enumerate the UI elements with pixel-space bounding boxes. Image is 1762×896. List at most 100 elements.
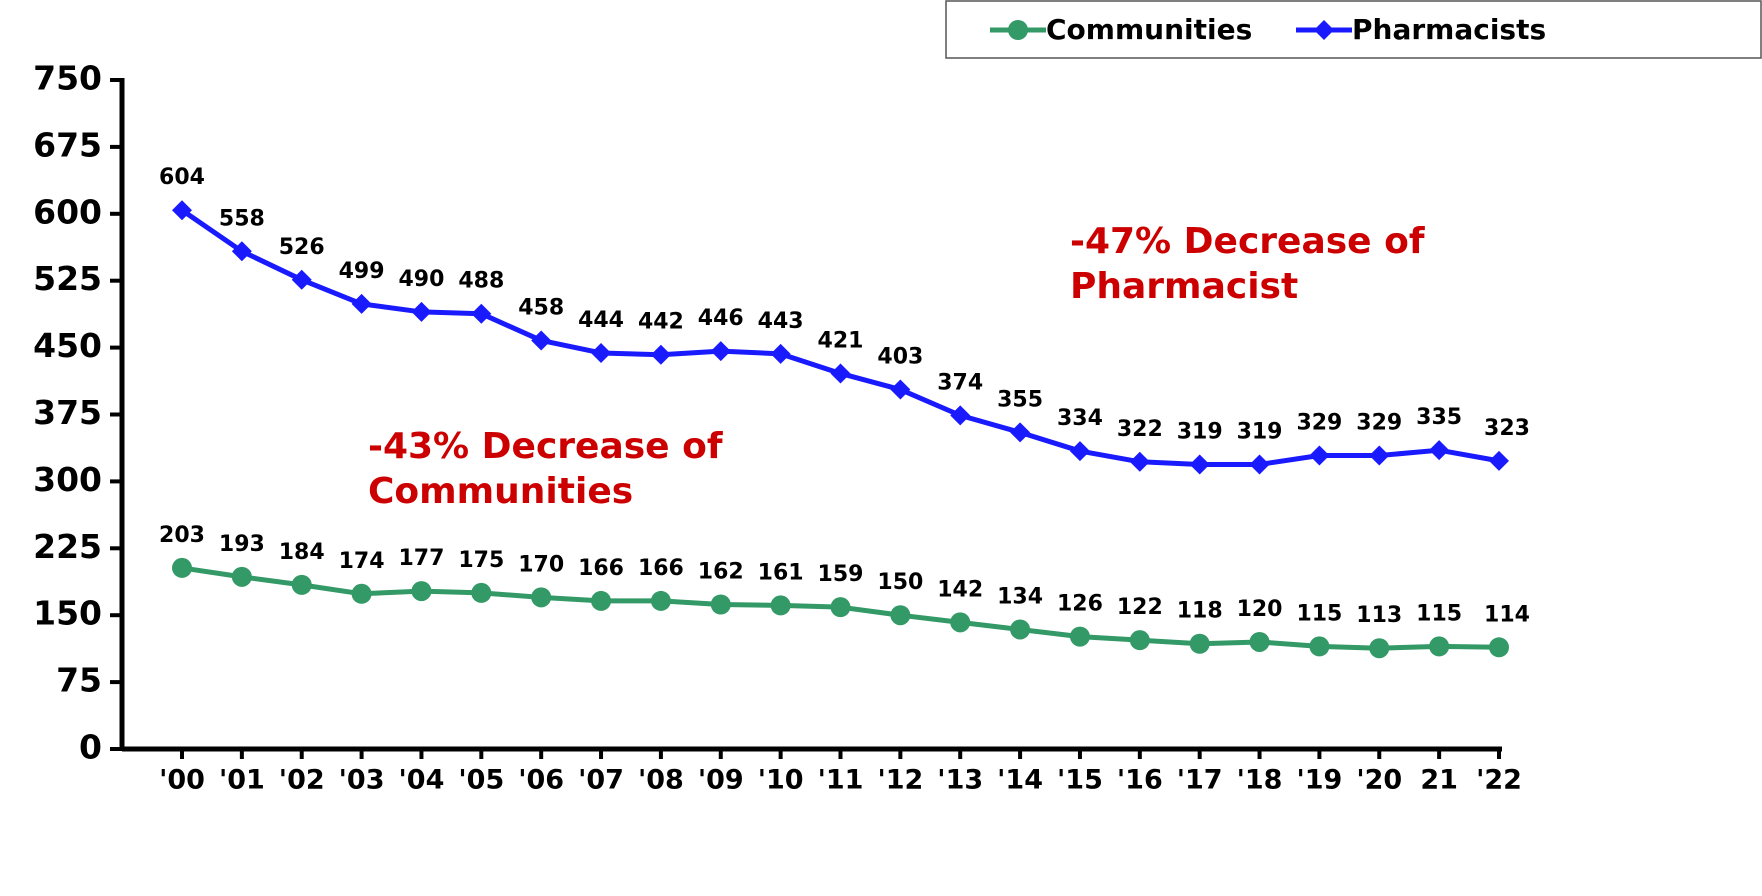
data-point (291, 574, 312, 595)
x-tick-label: '15 (1057, 765, 1103, 796)
data-point (1429, 636, 1450, 657)
x-tick-label: '04 (399, 765, 445, 796)
y-tick-label: 225 (33, 527, 102, 566)
x-tick-label: '05 (458, 765, 504, 796)
y-tick-label: 450 (33, 326, 102, 365)
data-point (1249, 631, 1270, 652)
data-point (1429, 440, 1450, 461)
data-point (1489, 637, 1509, 658)
x-tick-label: '16 (1117, 765, 1163, 796)
data-label: 458 (518, 295, 564, 320)
data-label: 444 (578, 308, 624, 333)
x-tick-label: '13 (937, 765, 983, 796)
data-label: 161 (758, 560, 804, 585)
data-point (1369, 445, 1390, 466)
data-label: 118 (1177, 599, 1223, 624)
data-point (830, 597, 851, 618)
data-label: 159 (818, 562, 864, 587)
data-label: 355 (997, 387, 1043, 412)
data-point (650, 344, 671, 365)
data-label: 166 (638, 556, 684, 581)
data-label: 134 (997, 584, 1043, 609)
data-label: 374 (937, 370, 983, 395)
data-point (650, 590, 671, 611)
data-point (770, 595, 791, 616)
y-tick-label: 375 (33, 393, 102, 432)
data-label: 162 (698, 559, 744, 584)
data-point (1309, 636, 1330, 657)
data-label: 174 (339, 549, 385, 574)
data-point (830, 363, 851, 384)
data-label: 323 (1484, 416, 1530, 441)
data-label: 526 (279, 235, 325, 260)
data-label: 421 (818, 328, 864, 353)
y-tick-label: 0 (79, 728, 102, 767)
data-point (890, 605, 911, 626)
data-point (1069, 441, 1090, 462)
annotation: Pharmacist (1070, 266, 1298, 307)
data-label: 403 (877, 345, 923, 370)
legend-box (945, 0, 1762, 59)
data-point (1129, 630, 1150, 651)
data-point (531, 587, 552, 608)
x-tick-label: '10 (758, 765, 804, 796)
data-label: 446 (698, 306, 744, 331)
data-label: 490 (398, 267, 444, 292)
data-point (1249, 454, 1270, 475)
data-point (291, 269, 312, 290)
y-tick-label: 75 (56, 661, 102, 700)
data-point (1010, 422, 1031, 443)
data-point (231, 241, 252, 262)
legend-label: Communities (1046, 13, 1252, 46)
data-point (1309, 445, 1330, 466)
x-tick-label: '03 (339, 765, 385, 796)
x-tick-label: '22 (1476, 765, 1522, 796)
data-label: 170 (518, 552, 564, 577)
x-tick-label: '20 (1356, 765, 1402, 796)
data-point (710, 341, 731, 362)
data-label: 499 (339, 259, 385, 284)
x-tick-label: '18 (1237, 765, 1283, 796)
data-point (172, 557, 192, 578)
data-point (1189, 633, 1210, 654)
data-label: 150 (877, 570, 923, 595)
data-label: 335 (1416, 405, 1462, 430)
data-point (591, 342, 612, 363)
data-point (471, 303, 492, 324)
data-point (1369, 638, 1390, 659)
data-point (591, 590, 612, 611)
data-point (1069, 626, 1090, 647)
x-tick-label: '11 (818, 765, 864, 796)
y-tick-label: 750 (33, 59, 102, 98)
data-label: 122 (1117, 595, 1163, 620)
data-label: 193 (219, 532, 265, 557)
y-tick-label: 150 (33, 594, 102, 633)
data-label: 175 (458, 548, 504, 573)
data-point (1489, 450, 1509, 471)
x-tick-label: '09 (698, 765, 744, 796)
legend-marker (1008, 20, 1028, 40)
y-tick-label: 675 (33, 125, 102, 164)
data-label: 319 (1177, 419, 1223, 444)
data-point (710, 594, 731, 615)
data-label: 329 (1296, 411, 1342, 436)
x-tick-label: '08 (638, 765, 684, 796)
annotation: Communities (368, 471, 633, 512)
x-tick-label: '12 (877, 765, 923, 796)
x-tick-label: '06 (518, 765, 564, 796)
data-label: 142 (937, 577, 983, 602)
data-label: 126 (1057, 592, 1103, 617)
data-point (1189, 454, 1210, 475)
x-tick-label: '17 (1177, 765, 1223, 796)
data-point (411, 581, 432, 602)
data-point (471, 582, 492, 603)
data-label: 114 (1484, 602, 1530, 627)
data-label: 319 (1237, 419, 1283, 444)
data-point (770, 343, 791, 364)
data-point (351, 293, 372, 314)
data-label: 322 (1117, 417, 1163, 442)
x-tick-label: '19 (1296, 765, 1342, 796)
data-point (351, 583, 372, 604)
data-point (890, 379, 911, 400)
